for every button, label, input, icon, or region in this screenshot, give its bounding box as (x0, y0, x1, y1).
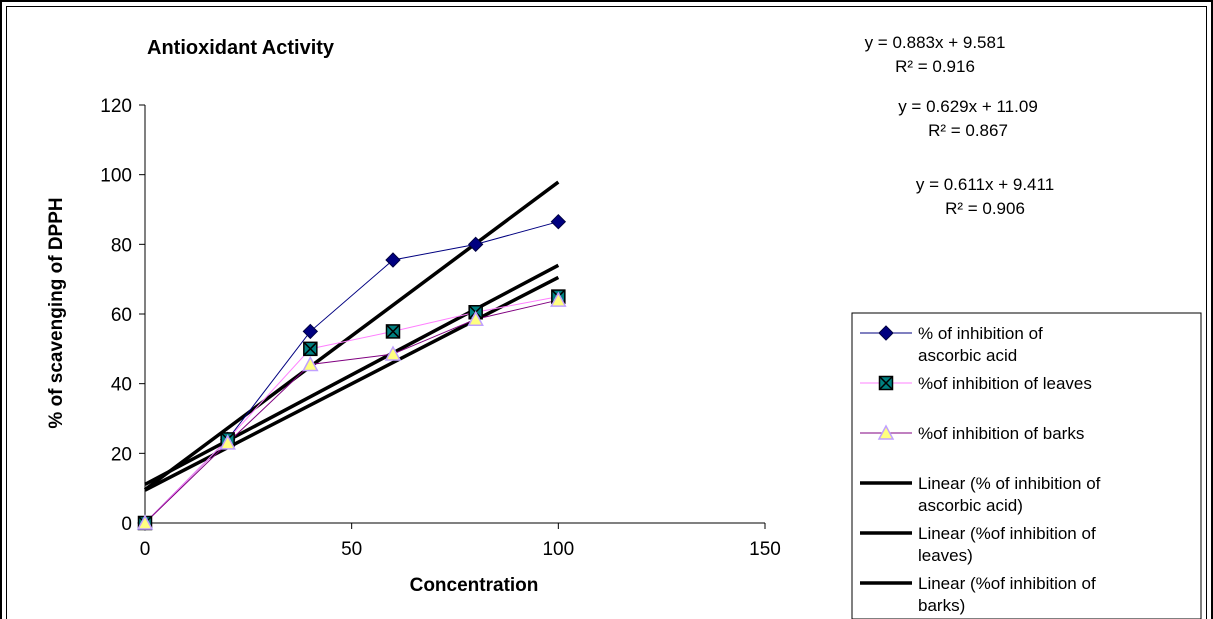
trendline-r2-2: R² = 0.867 (928, 121, 1008, 140)
x-tick-label: 150 (749, 539, 781, 560)
legend-label-line: Linear (%of inhibition of (918, 574, 1096, 593)
trendline-r2-3: R² = 0.906 (945, 199, 1025, 218)
legend-entry-5: Linear (%of inhibition of leaves) (860, 524, 1096, 565)
data-point-series-1 (385, 252, 401, 268)
legend-label: Linear (% of inhibition of ascorbic acid) (918, 474, 1101, 515)
y-tick-label: 100 (100, 166, 132, 187)
data-series (144, 221, 559, 524)
trendline-1 (143, 180, 560, 492)
marker-cross-b (385, 324, 401, 339)
legend-label-line: leaves) (918, 546, 973, 565)
legend-label-line: % of inhibition of (918, 324, 1043, 343)
legend-entry-4: Linear (% of inhibition of ascorbic acid) (860, 474, 1101, 515)
data-point-series-2 (303, 341, 318, 357)
data-markers (136, 213, 567, 531)
legend-label: Linear (%of inhibition of leaves) (918, 524, 1096, 565)
trendlines (143, 180, 560, 492)
legend-label-line: Linear (% of inhibition of (918, 474, 1101, 493)
data-point-series-3 (136, 514, 154, 530)
legend-label-line: %of inhibition of leaves (918, 374, 1092, 393)
trendline-equation-2: y = 0.629x + 11.09 (898, 97, 1038, 116)
axes (139, 104, 766, 529)
y-axis-title: % of scavenging of DPPH (46, 197, 67, 428)
legend-label-line: barks) (918, 596, 965, 615)
y-tick-label: 120 (100, 96, 132, 117)
data-point-series-3 (302, 355, 319, 372)
data-point-series-1 (467, 236, 484, 253)
legend-box (851, 312, 1202, 619)
legend-marker-sample (877, 424, 895, 440)
marker-cross-b (878, 375, 894, 391)
chart-inner-border (6, 6, 1207, 619)
series-line-3 (144, 299, 559, 524)
legend-label-line: %of inhibition of barks (918, 424, 1084, 443)
legend-label: Linear (%of inhibition of barks) (918, 574, 1096, 615)
marker-cross-b (303, 341, 318, 356)
trendline-3 (144, 275, 560, 492)
y-tick-label: 40 (111, 375, 132, 396)
series-line-1 (144, 221, 559, 524)
legend-label: %of inhibition of barks (918, 424, 1084, 443)
legend-entry-2: %of inhibition of leaves (860, 374, 1092, 393)
data-point-series-3 (219, 434, 236, 450)
y-tick-label: 0 (121, 514, 132, 535)
data-point-series-3 (384, 345, 402, 361)
legend-label-line: ascorbic acid) (918, 496, 1023, 515)
legend-entry-3: %of inhibition of barks (860, 424, 1084, 443)
legend-label-line: Linear (%of inhibition of (918, 524, 1096, 543)
chart-title: Antioxidant Activity (147, 37, 335, 59)
legend-marker-sample (878, 325, 894, 341)
chart-legend: % of inhibition of ascorbic acid %of inhib… (851, 312, 1202, 619)
data-point-series-3 (467, 310, 484, 326)
trendline-equation-1: y = 0.883x + 9.581 (865, 33, 1006, 52)
legend-entry-6: Linear (%of inhibition of barks) (860, 574, 1096, 615)
data-point-series-1 (550, 213, 567, 230)
x-tick-label: 100 (542, 539, 574, 560)
trendline-2 (144, 263, 560, 486)
y-tick-label: 80 (111, 235, 132, 256)
trendline-equations: y = 0.883x + 9.581 R² = 0.916 y = 0.629x +… (865, 33, 1055, 218)
legend-label: % of inhibition of ascorbic acid (918, 324, 1043, 365)
legend-label-line: ascorbic acid (918, 346, 1017, 365)
x-axis-title: Concentration (410, 575, 539, 596)
legend-entry-1: % of inhibition of ascorbic acid (860, 324, 1043, 365)
trendline-r2-1: R² = 0.916 (895, 57, 975, 76)
series-line-2 (144, 296, 559, 524)
y-tick-label: 20 (111, 444, 132, 465)
x-tick-label: 50 (341, 539, 362, 560)
trendline-equation-3: y = 0.611x + 9.411 (916, 175, 1054, 194)
x-tick-label: 0 (140, 539, 151, 560)
data-point-series-3 (550, 291, 567, 307)
legend-label: %of inhibition of leaves (918, 374, 1092, 393)
data-point-series-2 (385, 324, 401, 339)
legend-marker-sample (878, 375, 894, 391)
tick-labels: 0 20 40 60 80 100 120 0 50 100 150 (100, 96, 781, 560)
y-tick-label: 60 (111, 305, 132, 326)
data-point-series-1 (302, 323, 319, 340)
